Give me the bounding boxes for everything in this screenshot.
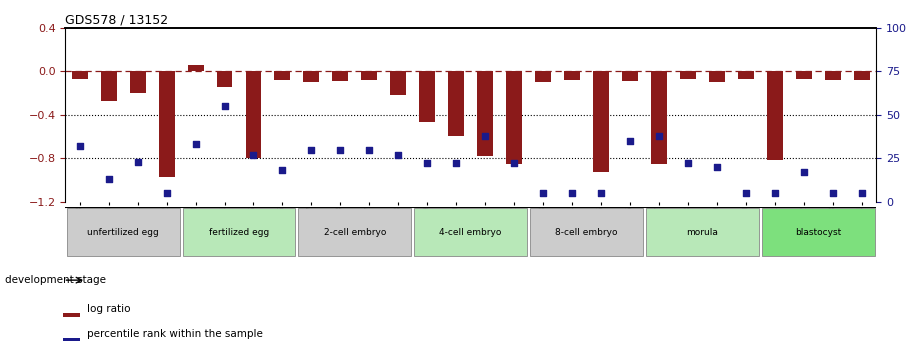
Point (449, 161, 464, 166)
Bar (824, 71, 841, 80)
Bar (304, 71, 319, 82)
Bar (188, 65, 204, 71)
FancyBboxPatch shape (646, 208, 759, 256)
Point (564, 190, 579, 196)
Point (246, 152, 261, 158)
Bar (63, 313, 80, 317)
Bar (217, 71, 233, 88)
Text: morula: morula (687, 227, 718, 237)
Bar (535, 71, 551, 82)
Point (825, 190, 840, 196)
Text: 8-cell embryo: 8-cell embryo (555, 227, 618, 237)
Text: percentile rank within the sample: percentile rank within the sample (87, 329, 263, 339)
Point (622, 138, 637, 144)
Point (796, 169, 811, 175)
Point (362, 147, 377, 152)
Point (854, 190, 869, 196)
Bar (853, 71, 870, 80)
FancyBboxPatch shape (762, 208, 874, 256)
Point (304, 147, 319, 152)
Point (130, 159, 145, 165)
Bar (246, 71, 262, 158)
FancyBboxPatch shape (298, 208, 411, 256)
Bar (651, 71, 667, 164)
Point (651, 133, 666, 138)
FancyBboxPatch shape (67, 208, 179, 256)
Text: 2-cell embryo: 2-cell embryo (323, 227, 386, 237)
Point (593, 190, 608, 196)
Point (217, 103, 232, 109)
Text: unfertilized egg: unfertilized egg (87, 227, 159, 237)
Point (767, 190, 782, 196)
Bar (593, 71, 609, 172)
Bar (564, 71, 580, 80)
Point (391, 152, 406, 158)
Bar (448, 71, 464, 137)
Bar (766, 71, 783, 160)
Point (738, 190, 753, 196)
Bar (737, 71, 754, 79)
Text: fertilized egg: fertilized egg (209, 227, 269, 237)
Bar (72, 71, 88, 79)
Point (188, 141, 203, 147)
Point (709, 164, 724, 170)
Text: development stage: development stage (5, 275, 105, 285)
Bar (159, 71, 175, 177)
Bar (622, 71, 638, 81)
Point (535, 190, 550, 196)
Bar (708, 71, 725, 82)
Bar (333, 71, 348, 81)
Bar (101, 71, 117, 100)
FancyBboxPatch shape (530, 208, 643, 256)
Point (159, 190, 174, 196)
Text: blastocyst: blastocyst (795, 227, 842, 237)
Point (101, 176, 116, 182)
Point (275, 168, 290, 173)
Point (72, 143, 87, 149)
Point (420, 161, 435, 166)
Bar (390, 71, 406, 95)
FancyBboxPatch shape (414, 208, 527, 256)
Bar (680, 71, 696, 79)
Bar (506, 71, 522, 164)
Bar (795, 71, 812, 79)
Bar (419, 71, 435, 122)
Bar (63, 338, 80, 341)
Bar (275, 71, 291, 80)
Bar (361, 71, 377, 80)
Bar (477, 71, 493, 156)
Bar (130, 71, 146, 93)
Point (680, 161, 695, 166)
Point (333, 147, 348, 152)
Point (477, 133, 492, 138)
Text: log ratio: log ratio (87, 304, 130, 314)
Text: GDS578 / 13152: GDS578 / 13152 (65, 13, 169, 27)
FancyBboxPatch shape (182, 208, 295, 256)
Point (506, 161, 521, 166)
Text: 4-cell embryo: 4-cell embryo (439, 227, 502, 237)
